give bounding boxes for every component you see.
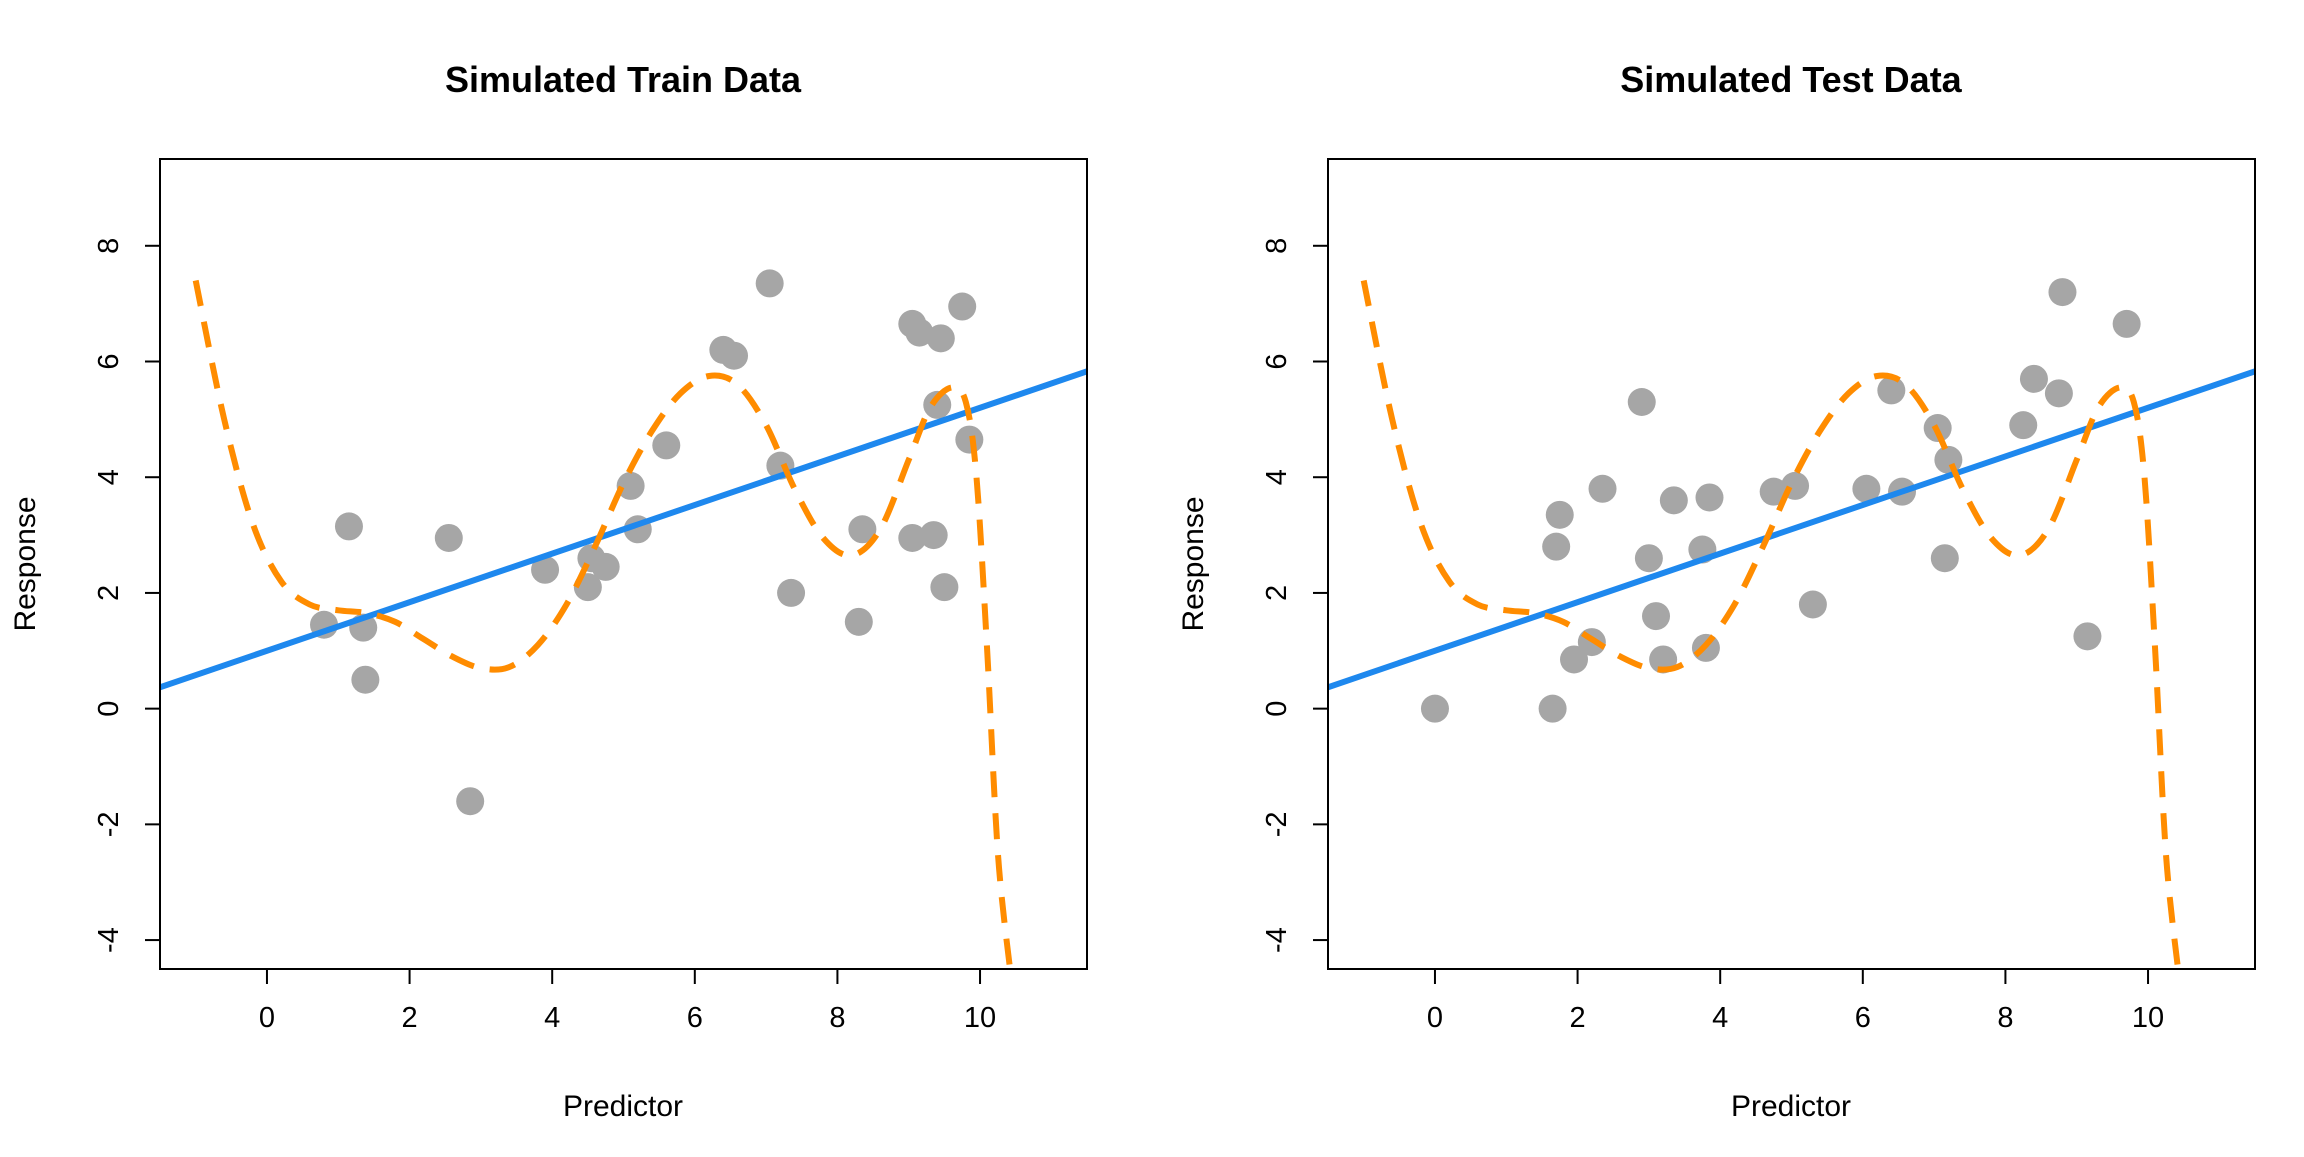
data-point bbox=[1545, 500, 1574, 529]
data-point bbox=[531, 555, 560, 584]
y-tick-label: 0 bbox=[93, 701, 125, 717]
data-point bbox=[1588, 474, 1617, 503]
x-tick-label: 0 bbox=[1427, 1002, 1443, 1034]
data-point bbox=[456, 787, 485, 816]
data-point bbox=[334, 512, 363, 541]
x-tick-label: 4 bbox=[1712, 1002, 1728, 1034]
y-axis-label: Response bbox=[9, 496, 42, 631]
y-tick-label: 6 bbox=[93, 353, 125, 369]
data-point bbox=[434, 523, 463, 552]
data-point bbox=[1642, 602, 1671, 631]
y-tick-label: -2 bbox=[1261, 811, 1293, 837]
y-tick-label: 8 bbox=[93, 238, 125, 254]
data-point bbox=[1538, 694, 1567, 723]
plot-area bbox=[1328, 278, 2255, 969]
x-tick-label: 8 bbox=[829, 1002, 845, 1034]
data-point bbox=[720, 341, 749, 370]
linear-fit-line bbox=[160, 368, 1087, 691]
y-tick-label: 8 bbox=[1261, 238, 1293, 254]
data-point bbox=[848, 515, 877, 544]
data-point bbox=[1627, 388, 1656, 416]
data-point bbox=[844, 607, 873, 636]
linear-fit-line bbox=[1328, 368, 2255, 691]
x-tick-label: 4 bbox=[544, 1002, 560, 1034]
y-tick-label: 0 bbox=[1261, 701, 1293, 717]
data-point bbox=[905, 318, 934, 347]
y-tick-label: -4 bbox=[93, 927, 125, 953]
flexible-fit-curve bbox=[1360, 279, 2181, 969]
plot-area bbox=[160, 269, 1087, 969]
x-tick-label: 2 bbox=[1570, 1002, 1586, 1034]
data-point bbox=[948, 292, 977, 321]
chart-title: Simulated Test Data bbox=[1620, 59, 1962, 100]
data-point bbox=[2009, 411, 2038, 440]
data-point bbox=[652, 431, 681, 460]
x-axis-ticks: 0 2 4 6 8 10 bbox=[259, 968, 996, 1034]
data-point bbox=[2019, 364, 2048, 393]
data-point bbox=[1930, 544, 1959, 573]
y-axis-ticks: -4 -2 0 2 4 6 8 bbox=[1261, 238, 1329, 953]
data-point bbox=[919, 521, 948, 550]
y-tick-label: 4 bbox=[93, 469, 125, 485]
data-point bbox=[2073, 622, 2102, 651]
data-point bbox=[755, 269, 784, 298]
x-tick-label: 6 bbox=[687, 1002, 703, 1034]
x-axis-label: Predictor bbox=[1731, 1090, 1851, 1123]
data-point bbox=[2048, 278, 2077, 307]
x-tick-label: 6 bbox=[1855, 1002, 1871, 1034]
data-point bbox=[1695, 483, 1724, 512]
data-point bbox=[1420, 694, 1449, 723]
x-tick-label: 10 bbox=[964, 1002, 996, 1034]
x-tick-label: 0 bbox=[259, 1002, 275, 1034]
test-panel: Simulated Test Data Predictor Response 0… bbox=[1177, 59, 2256, 1123]
data-point bbox=[1852, 474, 1881, 503]
data-point bbox=[955, 425, 984, 454]
y-tick-label: -2 bbox=[93, 811, 125, 837]
plot-frame bbox=[159, 158, 1088, 970]
y-tick-label: 6 bbox=[1261, 353, 1293, 369]
x-tick-label: 10 bbox=[2132, 1002, 2164, 1034]
y-tick-label: -4 bbox=[1261, 927, 1293, 953]
data-point bbox=[1542, 532, 1571, 561]
data-point bbox=[923, 390, 952, 419]
y-tick-label: 2 bbox=[1261, 585, 1293, 601]
y-tick-label: 2 bbox=[93, 585, 125, 601]
data-point bbox=[616, 471, 645, 500]
y-tick-label: 4 bbox=[1261, 469, 1293, 485]
chart-title: Simulated Train Data bbox=[445, 59, 802, 100]
y-axis-ticks: -4 -2 0 2 4 6 8 bbox=[93, 238, 161, 953]
x-axis-label: Predictor bbox=[563, 1090, 683, 1123]
data-point bbox=[777, 578, 806, 607]
data-point bbox=[2112, 309, 2141, 338]
plot-frame bbox=[1327, 158, 2256, 970]
data-point bbox=[1659, 486, 1688, 515]
data-point bbox=[1634, 544, 1663, 573]
data-point bbox=[351, 665, 380, 694]
x-tick-label: 8 bbox=[1997, 1002, 2013, 1034]
data-point bbox=[930, 573, 959, 602]
data-point bbox=[1798, 590, 1827, 619]
data-point bbox=[2044, 379, 2073, 408]
x-axis-ticks: 0 2 4 6 8 10 bbox=[1427, 968, 2164, 1034]
data-point bbox=[1759, 477, 1788, 506]
train-panel: Simulated Train Data Predictor Response … bbox=[9, 59, 1088, 1123]
x-tick-label: 2 bbox=[402, 1002, 418, 1034]
y-axis-label: Response bbox=[1177, 496, 1210, 631]
data-point bbox=[926, 324, 955, 353]
flexible-fit-curve bbox=[192, 279, 1013, 969]
data-point bbox=[591, 552, 620, 581]
data-point bbox=[1877, 376, 1906, 405]
data-point bbox=[898, 523, 927, 552]
data-point bbox=[1560, 645, 1589, 674]
